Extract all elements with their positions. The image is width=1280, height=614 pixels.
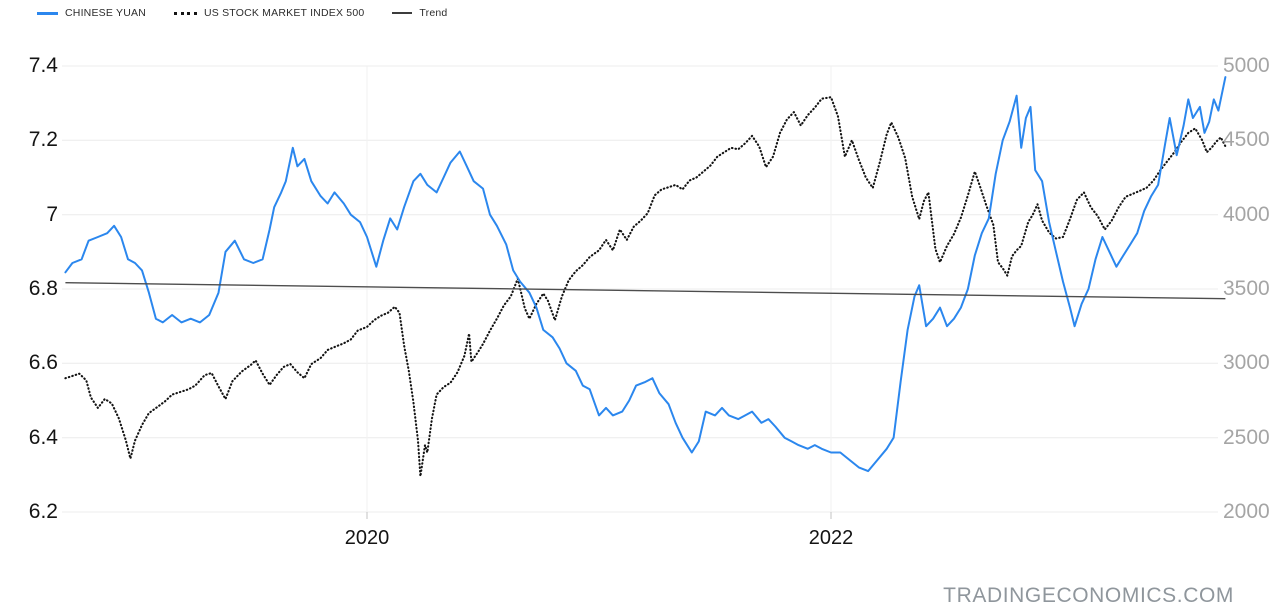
right-axis-tick: 3000 [1223, 351, 1270, 374]
index-dotted-marker-icon [173, 11, 197, 15]
legend-item-us-stock-index[interactable]: US STOCK MARKET INDEX 500 [173, 7, 365, 19]
legend-label-trend: Trend [419, 7, 448, 19]
legend: CHINESE YUAN US STOCK MARKET INDEX 500 T… [37, 7, 447, 19]
legend-label-us-stock-index: US STOCK MARKET INDEX 500 [203, 7, 365, 19]
right-axis-tick: 4000 [1223, 203, 1270, 226]
legend-item-trend[interactable]: Trend [392, 7, 447, 19]
left-axis-tick: 6.4 [28, 426, 58, 449]
left-axis-tick: 7.4 [28, 54, 58, 77]
right-axis-tick: 4500 [1223, 128, 1270, 151]
watermark: TRADINGECONOMICS.COM [943, 584, 1234, 607]
trend-line-marker-icon [392, 12, 413, 14]
right-axis-tick: 2000 [1223, 500, 1270, 523]
trend-line [65, 282, 1226, 300]
right-axis-tick: 5000 [1223, 54, 1270, 77]
index-line [64, 96, 1227, 478]
right-axis-tick: 2500 [1223, 426, 1270, 449]
left-axis-tick: 6.2 [28, 500, 58, 523]
left-axis-tick: 7 [46, 203, 58, 226]
left-axis-tick: 7.2 [28, 128, 58, 151]
legend-item-chinese-yuan[interactable]: CHINESE YUAN [37, 7, 146, 19]
legend-label-chinese-yuan: CHINESE YUAN [65, 7, 146, 19]
left-axis-tick: 6.6 [28, 351, 58, 374]
left-axis-tick: 6.8 [28, 277, 58, 300]
x-axis-tick-2022: 2022 [808, 527, 854, 549]
yuan-line [64, 76, 1227, 473]
x-axis-tick-2020: 2020 [344, 527, 390, 549]
yuan-line-marker-icon [37, 11, 58, 15]
right-axis-tick: 3500 [1223, 277, 1270, 300]
